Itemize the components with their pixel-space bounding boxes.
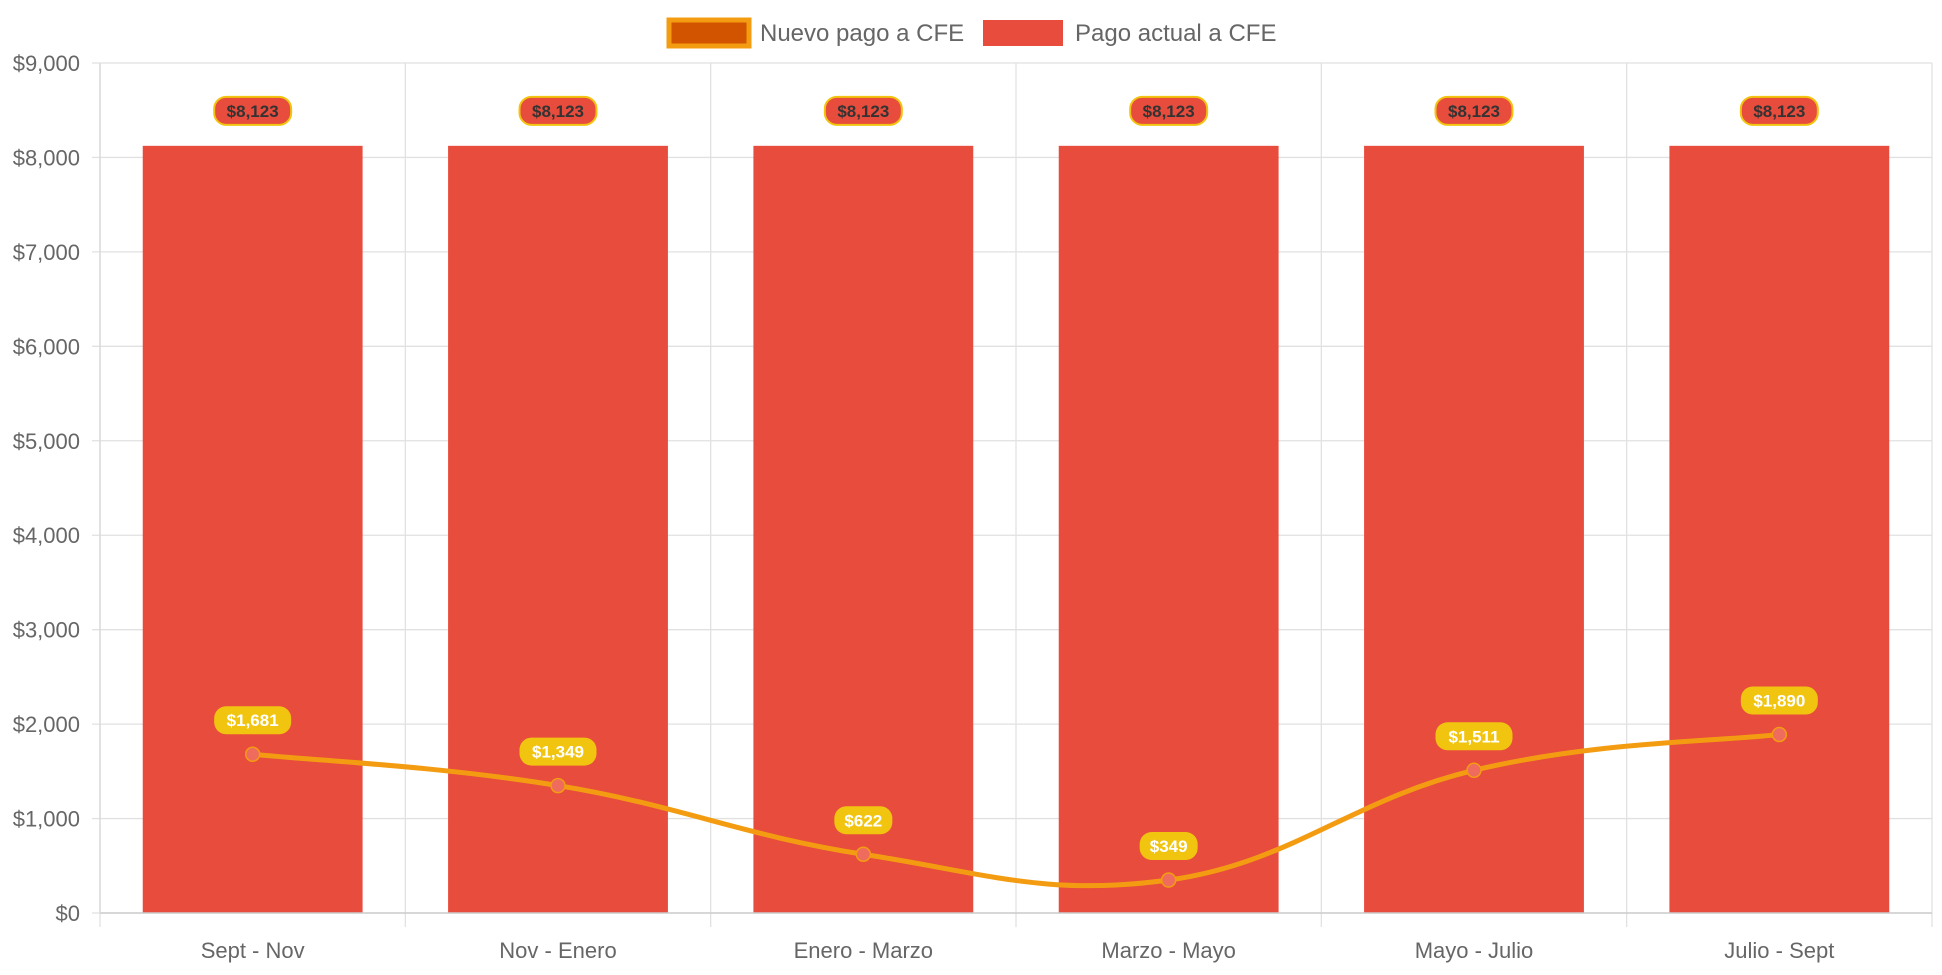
bar-data-label-bg [518,95,598,126]
x-tick-label: Julio - Sept [1724,938,1834,963]
legend-swatch-pago-actual [983,20,1063,46]
line-data-label-text: $1,890 [1753,692,1805,711]
grid [92,62,1933,927]
bar-data-label-text: $8,123 [1753,102,1805,121]
axes: $0 $1,000 $2,000 $3,000 $4,000 $5,000 $6,000 $7… [13,51,1932,963]
bar-data-label-bg [213,95,293,126]
bar [1058,145,1279,914]
bar [1364,145,1584,914]
y-tick-label: $1,000 [13,807,80,832]
x-tick-label: Nov - Enero [499,938,616,963]
line-point [244,746,261,762]
bar-data-label-bg [1434,95,1514,126]
line-data-label-bg [1435,722,1513,751]
line-point [1466,762,1482,779]
bar-data-label-text: $8,123 [1143,102,1195,121]
line-data-label-bg [1740,686,1818,715]
legend-label-nuevo-pago: Nuevo pago a CFE [760,20,964,47]
y-tick-label: $3,000 [13,618,80,643]
line-data-label: $1,890 [1740,686,1818,715]
x-tick-label: Marzo - Mayo [1101,938,1235,963]
line-point [1160,872,1177,888]
y-tick-label: $9,000 [13,51,80,76]
line-data-label: $622 [834,806,893,835]
bar-data-label: $8,123 [213,95,293,126]
line-data-label-bg [1139,832,1198,861]
line-data-label: $349 [1139,832,1198,861]
legend-item-pago-actual: Pago actual a CFE [983,20,1276,47]
bar-data-label: $8,123 [1129,95,1209,126]
line-data-label-text: $1,511 [1448,727,1499,746]
bar-data-label-text: $8,123 [1448,102,1500,121]
line-data-label-text: $1,681 [227,711,279,730]
line-data-label-text: $622 [844,811,882,830]
legend-item-nuevo-pago: Nuevo pago a CFE [666,17,964,49]
series-line [252,732,1780,889]
bar-data-label: $8,123 [518,95,598,126]
bar [1669,145,1890,914]
bar [448,145,668,914]
x-tick-label: Enero - Marzo [794,938,933,963]
x-tick-label: Sept - Nov [201,938,305,963]
y-tick-label: $2,000 [13,712,80,737]
bar-data-label-text: $8,123 [227,102,279,121]
line-point [550,777,566,794]
y-tick-label: $5,000 [13,429,80,454]
y-tick-label: $8,000 [13,145,80,170]
line-data-label-bg [214,706,292,735]
bar-data-label: $8,123 [1739,95,1819,126]
y-tick-label: $0 [56,901,80,926]
bar-data-label-bg [1739,95,1819,126]
line-data-label: $1,511 [1435,722,1513,751]
y-tick-label: $4,000 [13,523,80,548]
bar [753,145,974,914]
bar-data-label: $8,123 [823,95,903,126]
y-tick-label: $7,000 [13,240,80,265]
legend: Nuevo pago a CFE Pago actual a CFE [666,17,1276,49]
bar-data-label-text: $8,123 [532,102,584,121]
line-series-nuevo-pago [244,726,1788,889]
x-tick-label: Mayo - Julio [1415,938,1534,963]
legend-label-pago-actual: Pago actual a CFE [1075,20,1276,47]
legend-swatch-nuevo-pago [666,17,752,49]
bar-data-label-bg [823,95,903,126]
line-point [855,846,872,863]
bar-data-label: $8,123 [1434,95,1514,126]
bar [142,145,363,914]
y-tick-label: $6,000 [13,334,80,359]
line-data-label: $1,349 [519,737,597,766]
line-data-label: $1,681 [214,706,292,735]
data-labels: $8,123 $8,123 $8,123 $8,123 $8,123 $8,123 $1,6… [213,95,1819,861]
bar-data-label-text: $8,123 [837,102,889,121]
bar-data-label-bg [1129,95,1209,126]
line-data-label-text: $349 [1150,837,1188,856]
line-data-label-bg [519,737,597,766]
line-data-label-bg [834,806,893,835]
line-data-label-text: $1,349 [532,743,584,762]
line-point [1771,726,1788,743]
